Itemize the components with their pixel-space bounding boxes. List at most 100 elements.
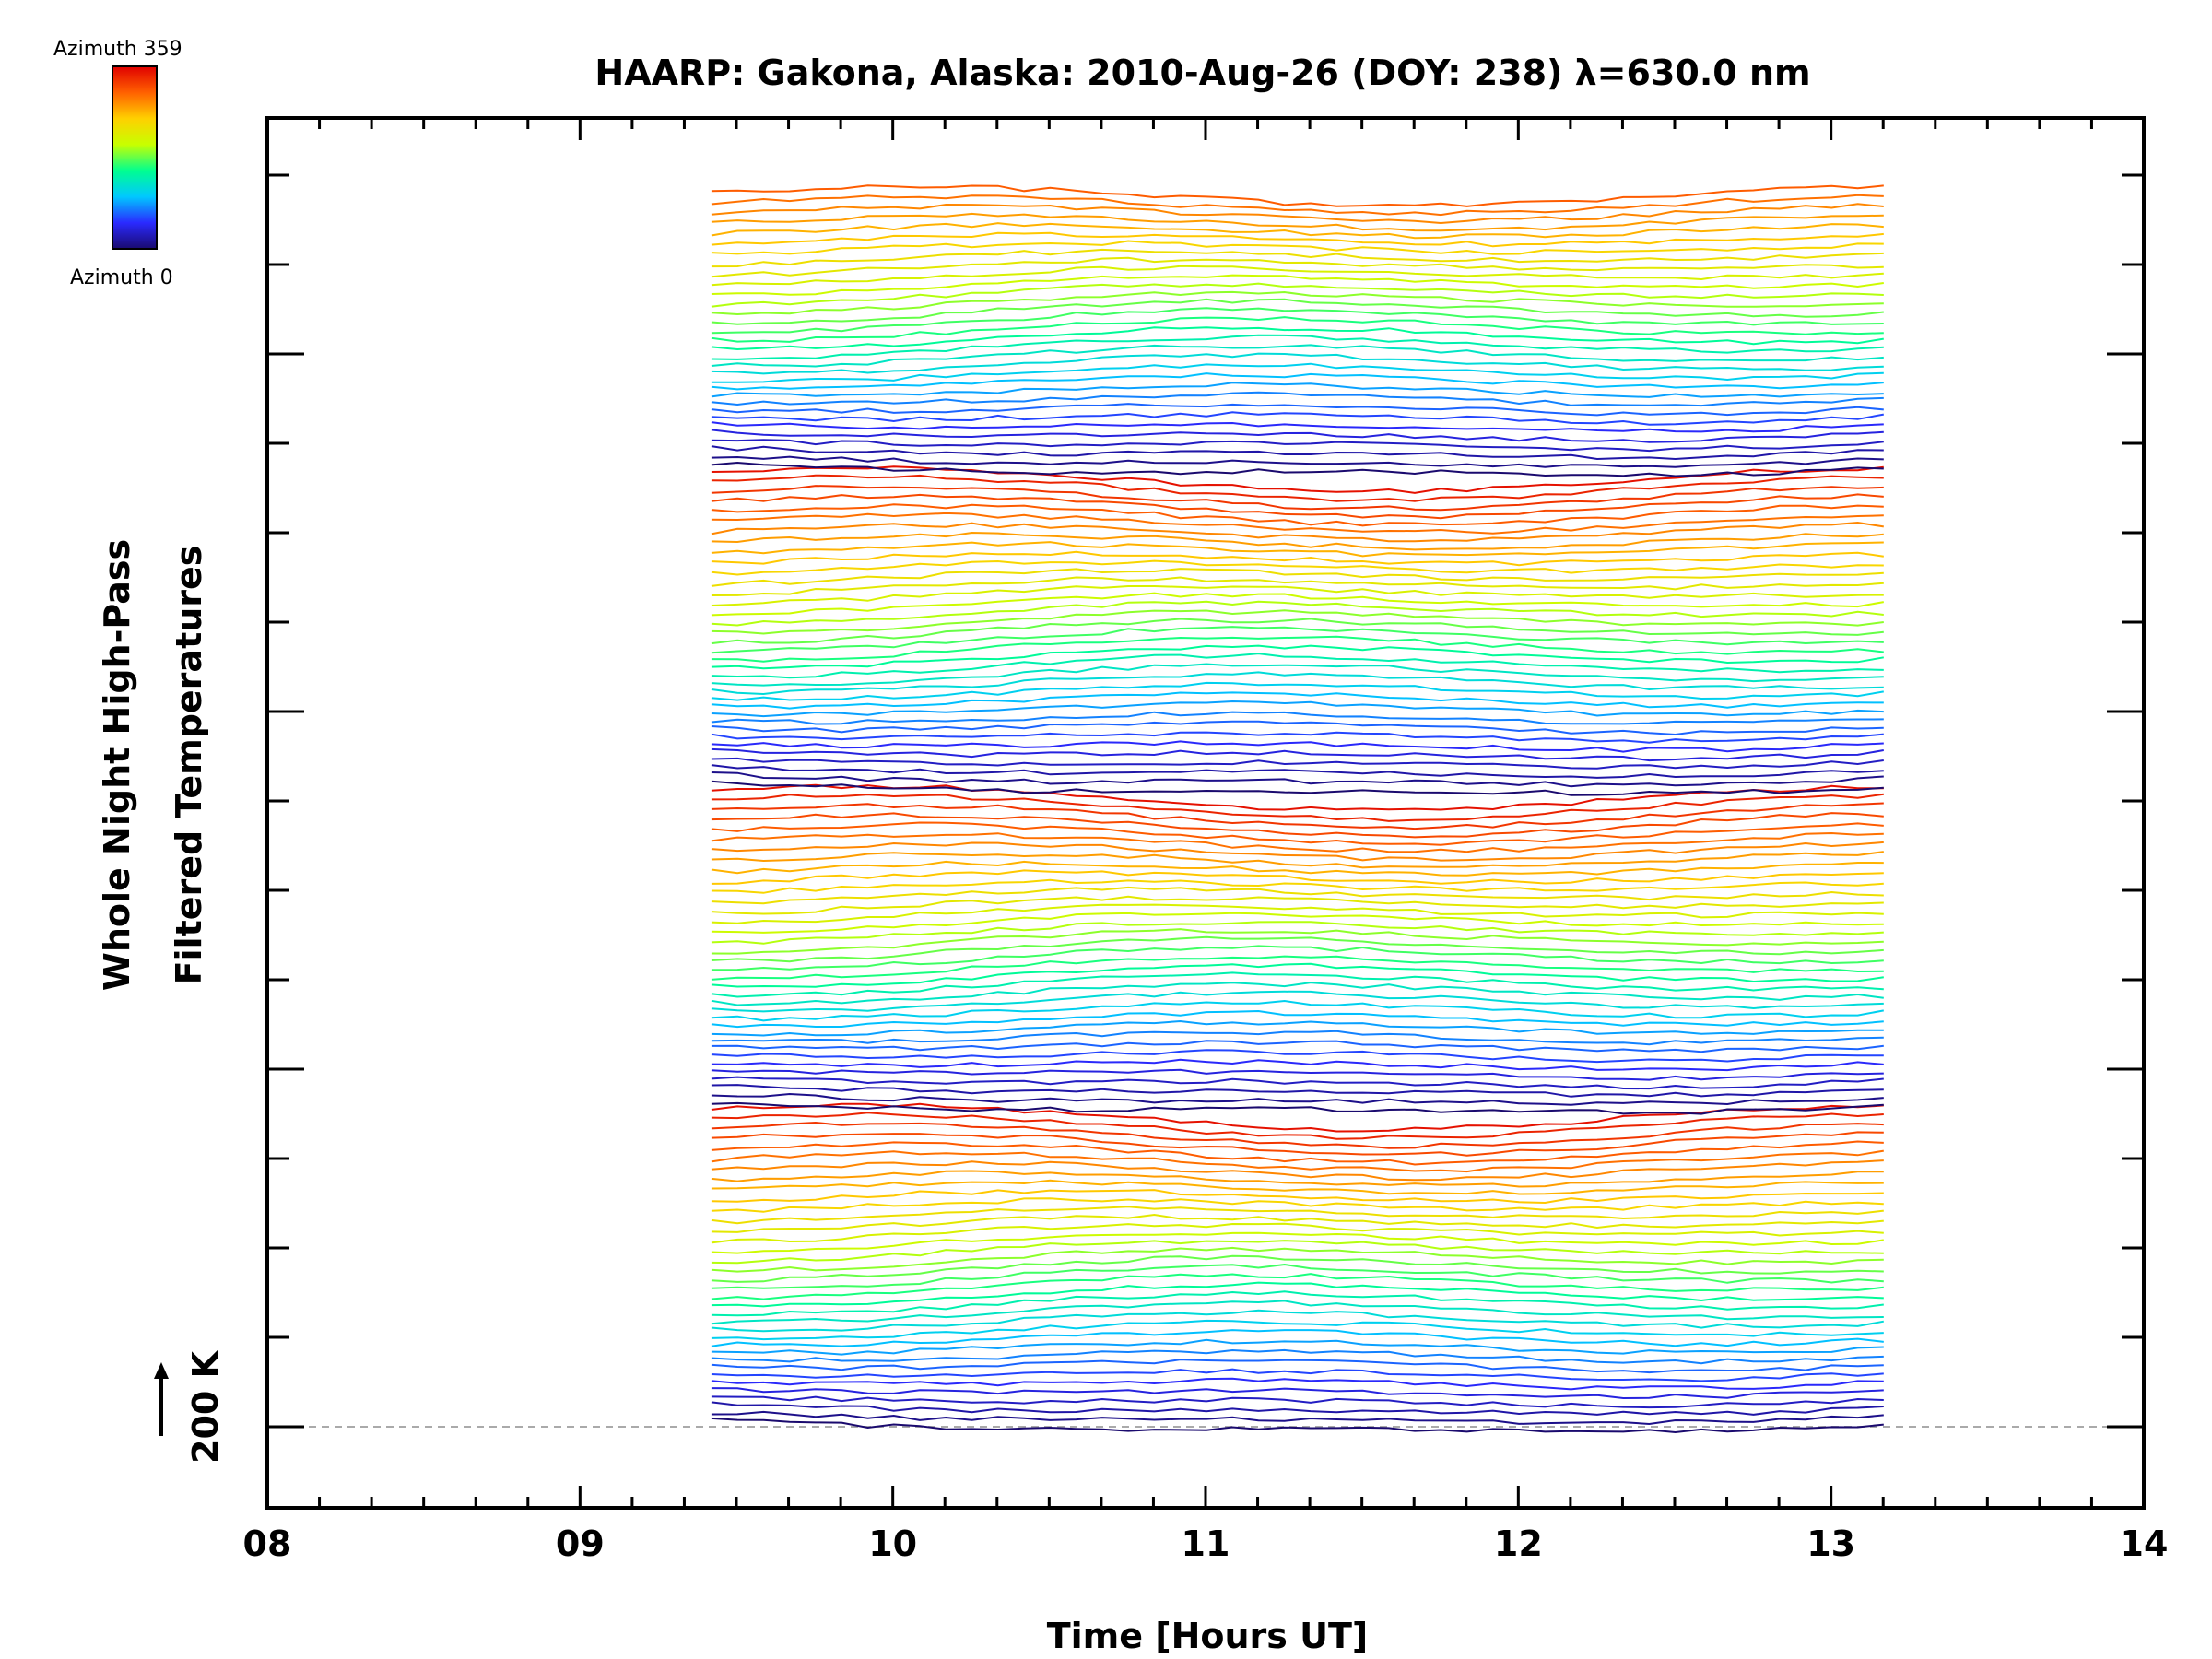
series-line (711, 1329, 1884, 1347)
chart-title: HAARP: Gakona, Alaska: 2010-Aug-26 (DOY:… (594, 53, 1810, 93)
series-line (711, 222, 1884, 240)
series-line (711, 248, 1884, 268)
series-line (711, 421, 1884, 433)
series-line (711, 1263, 1884, 1289)
series-line (711, 282, 1884, 308)
series-line (711, 465, 1884, 494)
series-line (711, 274, 1884, 296)
x-axis-label: Time [Hours UT] (1047, 1616, 1369, 1656)
series-line (711, 391, 1884, 407)
series-line (711, 382, 1884, 398)
series-line (711, 503, 1884, 527)
series-line (711, 512, 1884, 535)
series-line (711, 1395, 1884, 1409)
series-line (711, 962, 1884, 988)
series-line (711, 1377, 1884, 1391)
y-axis-label-line1: Whole Night High-Pass (97, 539, 137, 991)
series-line (711, 1101, 1884, 1115)
series-line (711, 1076, 1884, 1090)
series-line (711, 731, 1884, 744)
series-line (711, 455, 1884, 468)
series-line (711, 411, 1884, 426)
series-line (711, 344, 1884, 368)
series-line (711, 203, 1884, 225)
series-line (711, 681, 1884, 701)
series-line (711, 461, 1884, 477)
series-line (711, 1019, 1884, 1037)
series-line (711, 1281, 1884, 1308)
series-line (711, 1121, 1884, 1149)
series-line (711, 1197, 1884, 1213)
series-line (711, 886, 1884, 905)
series-line (711, 1231, 1884, 1254)
series-line (711, 878, 1884, 894)
x-tick-label: 09 (556, 1524, 605, 1564)
series-line (711, 935, 1884, 963)
series-line (711, 1149, 1884, 1173)
series-line (711, 445, 1884, 461)
series-line (711, 1049, 1884, 1064)
series-line (711, 240, 1884, 255)
series-line (711, 429, 1884, 443)
series-line (711, 1359, 1884, 1374)
series-line (711, 618, 1884, 645)
series-line (711, 550, 1884, 567)
series-line (711, 860, 1884, 877)
series-line (711, 1140, 1884, 1166)
series-line (711, 609, 1884, 635)
series-line (711, 474, 1884, 502)
series-line (711, 1058, 1884, 1072)
series-line (711, 439, 1884, 453)
series-line (711, 1112, 1884, 1140)
series-line (711, 740, 1884, 753)
series-line (711, 971, 1884, 998)
colorbar (112, 65, 158, 250)
series-line (711, 1159, 1884, 1182)
series-line (711, 757, 1884, 770)
series-line (711, 1290, 1884, 1317)
series-line (711, 568, 1884, 587)
series-line (711, 298, 1884, 325)
series-line (711, 869, 1884, 885)
series-line (711, 372, 1884, 391)
series-line (711, 663, 1884, 687)
series-line (711, 1368, 1884, 1382)
series-line (711, 194, 1884, 217)
series-line (711, 334, 1884, 360)
plot-frame (265, 116, 2146, 1510)
series-line (711, 307, 1884, 335)
x-tick-label: 12 (1494, 1524, 1543, 1564)
series-line (711, 290, 1884, 316)
series-line (711, 485, 1884, 512)
series-line (711, 212, 1884, 232)
series-line (711, 184, 1884, 207)
series-line (711, 316, 1884, 343)
series-line (711, 720, 1884, 736)
series-line (711, 851, 1884, 869)
series-line (711, 1417, 1884, 1434)
series-line (711, 903, 1884, 924)
series-line (711, 1338, 1884, 1356)
series-line (711, 1387, 1884, 1400)
series-line (711, 585, 1884, 606)
series-line (711, 921, 1884, 945)
plot-area (309, 184, 2144, 1434)
series-line (711, 592, 1884, 617)
series-line (711, 945, 1884, 971)
series-line (711, 1246, 1884, 1273)
series-line (711, 1170, 1884, 1188)
series-line (711, 626, 1884, 654)
series-line (711, 1319, 1884, 1341)
series-line (711, 990, 1884, 1013)
series-line (711, 895, 1884, 915)
series-line (711, 1084, 1884, 1098)
series-line (711, 793, 1884, 822)
series-line (711, 1240, 1884, 1265)
series-line (711, 531, 1884, 551)
series-line (711, 403, 1884, 417)
series-line (711, 955, 1884, 981)
series-line (711, 982, 1884, 1006)
series-line (711, 1401, 1884, 1416)
series-line (711, 362, 1884, 383)
